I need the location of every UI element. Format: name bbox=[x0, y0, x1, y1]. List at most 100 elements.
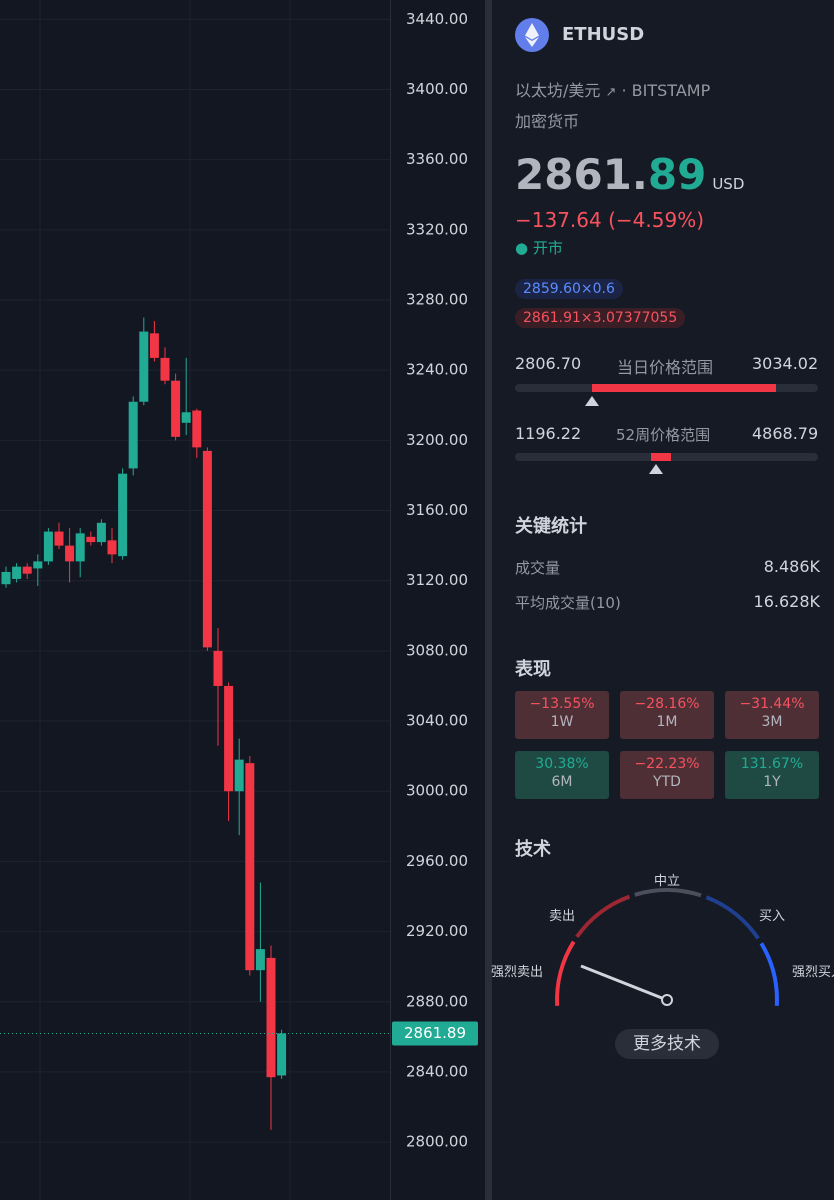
tile-value: 30.38% bbox=[535, 756, 589, 772]
tile-value: −13.55% bbox=[529, 696, 595, 712]
y-tick-label: 3280.00 bbox=[406, 291, 468, 309]
y-tick-label: 3120.00 bbox=[406, 571, 468, 589]
key-stats-title: 关键统计 bbox=[515, 516, 587, 537]
separator bbox=[485, 0, 492, 1200]
candle-body bbox=[1, 571, 11, 585]
price-fraction: 89 bbox=[647, 150, 707, 199]
y-tick-label: 3200.00 bbox=[406, 431, 468, 449]
tile-period: 1Y bbox=[763, 774, 781, 790]
status-text: 开市 bbox=[532, 239, 563, 257]
performance-tile: −28.16% 1M bbox=[620, 691, 714, 739]
chart: 2800.00 2840.00 2880.00 2920.00 2960.00 3000.… bbox=[0, 0, 492, 1200]
candle-body bbox=[96, 522, 106, 543]
technicals-title: 技术 bbox=[515, 839, 551, 860]
gauge-segment bbox=[575, 894, 631, 939]
tile-value: −31.44% bbox=[739, 696, 805, 712]
performance-tile: 131.67% 1Y bbox=[725, 751, 819, 799]
performance-tile: 30.38% 6M bbox=[515, 751, 609, 799]
day-fill bbox=[592, 384, 776, 392]
gauge-segment bbox=[705, 895, 760, 940]
y-tick-label: 3320.00 bbox=[406, 220, 468, 238]
tile-value: 131.67% bbox=[740, 756, 804, 772]
candle-body bbox=[43, 531, 53, 562]
candle-body bbox=[149, 333, 159, 358]
y-tick-label: 3400.00 bbox=[406, 80, 468, 98]
performance-tile: −13.55% 1W bbox=[515, 691, 609, 739]
currency: USD bbox=[712, 175, 745, 193]
candle-body bbox=[160, 357, 170, 381]
tile-period: 3M bbox=[761, 714, 783, 730]
candle-body bbox=[181, 412, 191, 423]
y-tick-label: 2960.00 bbox=[406, 852, 468, 870]
candle-body bbox=[224, 685, 234, 792]
gauge-needle bbox=[580, 964, 668, 1002]
candle-body bbox=[107, 540, 117, 555]
status: ● 开市 bbox=[515, 239, 563, 257]
week52-fill bbox=[651, 453, 671, 461]
stat-label: 平均成交量(10) bbox=[515, 594, 621, 612]
plot-area bbox=[0, 0, 390, 1200]
y-tick-label: 3080.00 bbox=[406, 641, 468, 659]
tile-period: YTD bbox=[653, 774, 681, 790]
gauge-segment bbox=[634, 888, 702, 898]
candle-body bbox=[213, 650, 223, 686]
week52-high: 4868.79 bbox=[752, 424, 819, 443]
day-high: 3034.02 bbox=[752, 354, 819, 373]
week52-low: 1196.22 bbox=[515, 424, 582, 443]
gauge-label: 卖出 bbox=[549, 909, 575, 924]
y-tick-label: 2840.00 bbox=[406, 1062, 468, 1080]
y-tick-label: 3440.00 bbox=[406, 10, 468, 28]
day-low: 2806.70 bbox=[515, 354, 582, 373]
performance-tile: −31.44% 3M bbox=[725, 691, 819, 739]
candle-body bbox=[277, 1033, 287, 1076]
tile-value: −28.16% bbox=[634, 696, 700, 712]
symbol-name[interactable]: 以太坊/美元 ↗ · BITSTAMP bbox=[515, 81, 711, 100]
week52-label: 52周价格范围 bbox=[616, 426, 711, 444]
candle-body bbox=[202, 450, 212, 648]
symbol: ETHUSD bbox=[562, 24, 645, 45]
candle-body bbox=[22, 566, 32, 574]
candle-body bbox=[118, 473, 128, 557]
stat-value: 8.486K bbox=[763, 557, 820, 576]
gauge-label: 强烈买入 bbox=[792, 965, 834, 980]
gauge-label: 中立 bbox=[654, 874, 680, 889]
candle-body bbox=[12, 566, 22, 579]
y-tick-label: 2800.00 bbox=[406, 1133, 468, 1151]
name: 以太坊/美元 bbox=[515, 81, 601, 100]
candle-body bbox=[128, 401, 138, 469]
candle-body bbox=[86, 536, 96, 543]
candle-body bbox=[54, 531, 64, 546]
day-marker bbox=[585, 396, 599, 406]
candle-body bbox=[255, 949, 265, 971]
candle-body bbox=[266, 957, 276, 1078]
candle-body bbox=[171, 380, 181, 437]
candle-body bbox=[33, 561, 43, 569]
tile-value: −22.23% bbox=[634, 756, 700, 772]
candle-body bbox=[234, 759, 244, 792]
gauge-label: 买入 bbox=[759, 909, 785, 924]
tile-period: 6M bbox=[551, 774, 573, 790]
stat-value: 16.628K bbox=[753, 592, 820, 611]
y-tick-label: 3160.00 bbox=[406, 501, 468, 519]
y-tick-label: 3000.00 bbox=[406, 782, 468, 800]
y-tick-label: 2880.00 bbox=[406, 992, 468, 1010]
candle-body bbox=[139, 331, 149, 402]
day-range-label: 当日价格范围 bbox=[617, 358, 714, 377]
last-price-label: 2861.89 bbox=[404, 1024, 466, 1042]
y-tick-label: 2920.00 bbox=[406, 922, 468, 940]
stat-label: 成交量 bbox=[515, 559, 561, 577]
symbol-icon bbox=[515, 18, 549, 52]
price: 2861.89 USD bbox=[515, 150, 744, 199]
change: −137.64 (−4.59%) bbox=[515, 208, 704, 232]
performance-tile: −22.23% YTD bbox=[620, 751, 714, 799]
week52-marker bbox=[649, 464, 663, 474]
tile-period: 1W bbox=[550, 714, 574, 730]
candle-body bbox=[192, 410, 202, 448]
ask: 2861.91×3.07377055 bbox=[515, 308, 686, 328]
candle-body bbox=[65, 545, 75, 562]
candle-body bbox=[245, 763, 255, 971]
candle-body bbox=[75, 533, 85, 562]
more-technicals-button[interactable]: 更多技术 bbox=[615, 1029, 719, 1059]
